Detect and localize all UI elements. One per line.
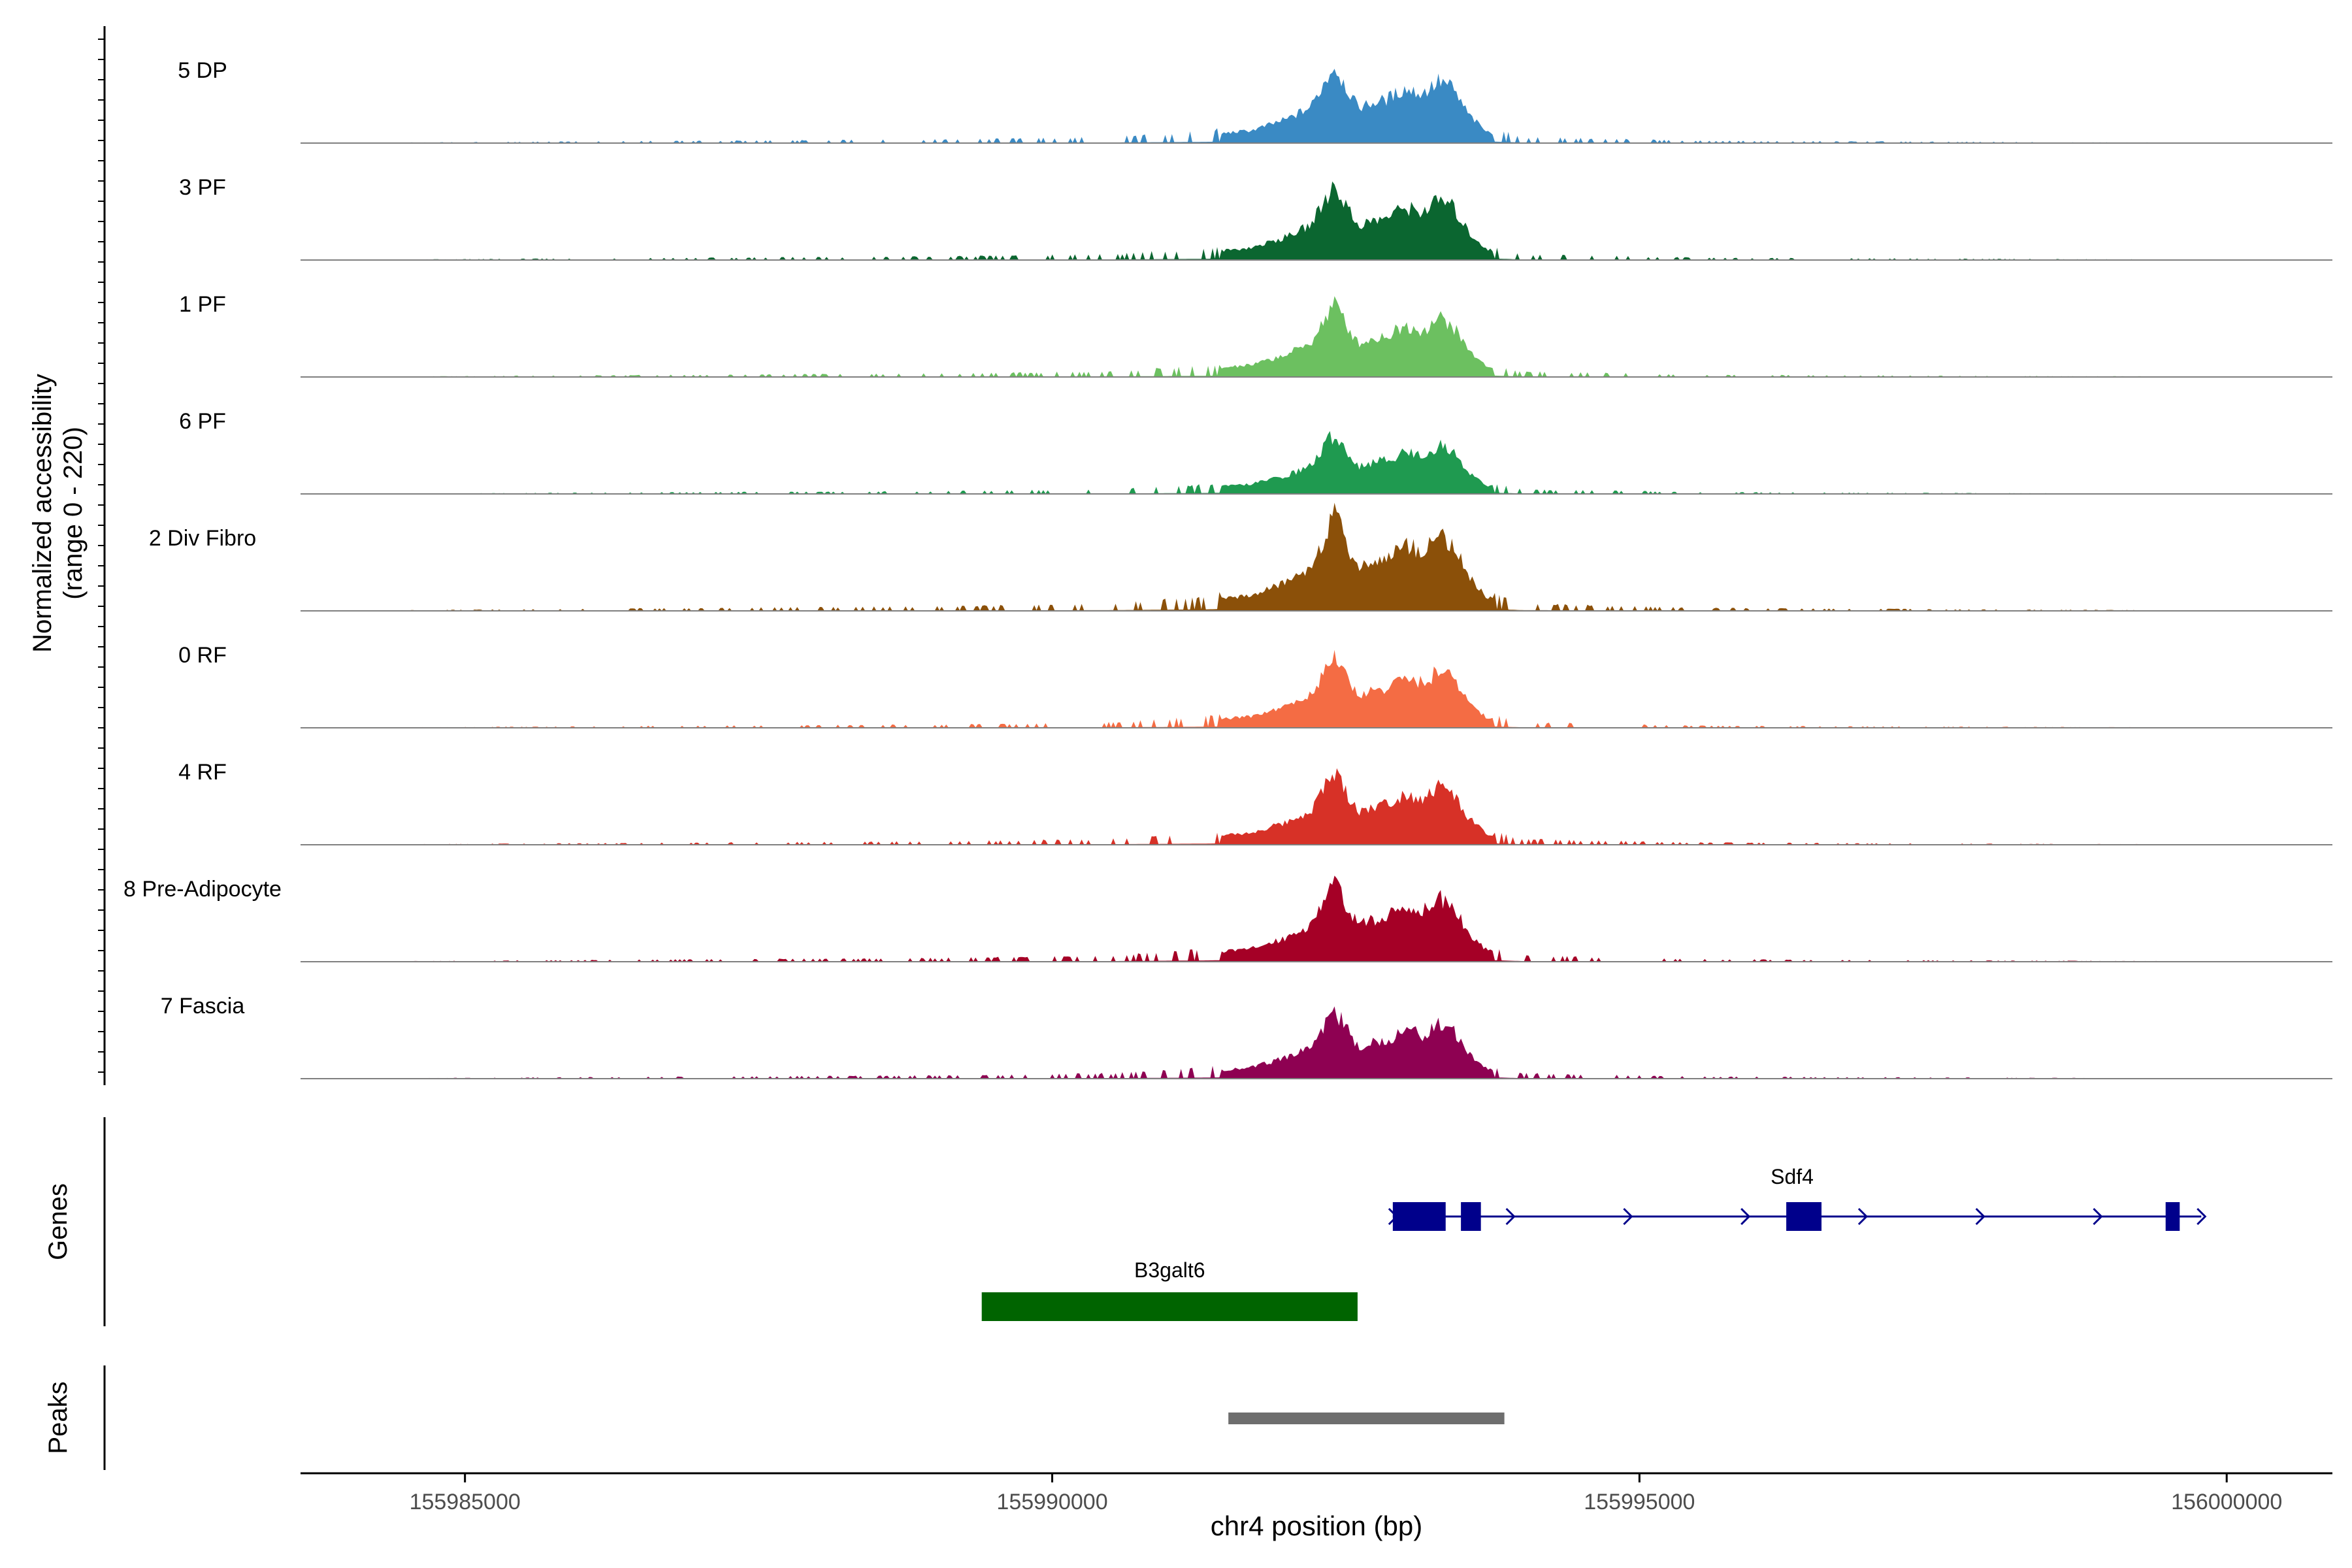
coverage-area (301, 431, 2332, 494)
x-tick-label: 156000000 (2171, 1490, 2282, 1514)
track: 3 PF (179, 175, 2332, 261)
strand-arrow (1857, 1207, 1869, 1226)
coverage-area (301, 502, 2332, 611)
strand-arrow (1740, 1207, 1751, 1226)
gene-label: Sdf4 (1771, 1165, 1814, 1188)
strand-arrow (1505, 1207, 1516, 1226)
y-axis-label: Normalized accessibility (range 0 - 220) (28, 374, 88, 653)
track: 8 Pre-Adipocyte (123, 875, 2332, 962)
strand-arrow (1623, 1207, 1633, 1226)
coverage-area (301, 69, 2332, 143)
gene-exon (1392, 1202, 1446, 1231)
coverage-area (301, 875, 2332, 962)
gene-sdf4: Sdf4 (1388, 1165, 2207, 1231)
coverage-area (301, 649, 2332, 728)
genes-track: Genes Sdf4 B3galt6 (44, 1117, 2207, 1326)
track: 2 Div Fibro (149, 502, 2332, 612)
track-label: 4 RF (178, 760, 227, 785)
track-label: 7 Fascia (161, 994, 245, 1019)
x-axis-title: chr4 position (bp) (1211, 1511, 1423, 1541)
track: 4 RF (178, 760, 2332, 845)
track: 1 PF (179, 292, 2332, 378)
gene-exon (1461, 1202, 1481, 1231)
peaks-track-label: Peaks (44, 1381, 73, 1454)
y-axis-title: Normalized accessibility (28, 374, 57, 653)
strand-arrow (1975, 1207, 1985, 1226)
gene-exon (1786, 1202, 1822, 1231)
x-tick-label: 155990000 (996, 1490, 1107, 1514)
gene-b3galt6: B3galt6 (981, 1258, 1358, 1321)
track-label: 5 DP (178, 58, 227, 83)
peaks-track: Peaks (44, 1365, 1505, 1470)
strand-arrow (2093, 1207, 2103, 1226)
track-label: 2 Div Fibro (149, 526, 256, 551)
track-label: 0 RF (178, 643, 227, 668)
x-axis: chr4 position (bp) 155985000 155990000 155… (301, 1472, 2332, 1541)
x-tick-label: 155995000 (1584, 1490, 1695, 1514)
gene-body (981, 1292, 1358, 1321)
coverage-area (301, 1006, 2332, 1079)
track-label: 6 PF (179, 409, 226, 434)
gene-exon (2165, 1202, 2180, 1231)
track: 7 Fascia (161, 994, 2332, 1079)
track-label: 8 Pre-Adipocyte (123, 877, 282, 902)
track: 0 RF (178, 643, 2332, 728)
y-axis-range: (range 0 - 220) (59, 427, 88, 600)
x-tick-label: 155985000 (410, 1490, 521, 1514)
track-label: 1 PF (179, 292, 226, 317)
coverage-tracks: 5 DP 3 PF 1 PF 6 PF 2 Div Fibro 0 RF 4 RF 8 Pre… (98, 26, 2332, 1085)
coverage-area (301, 181, 2332, 260)
gene-label: B3galt6 (1134, 1258, 1205, 1282)
genes-track-label: Genes (44, 1183, 73, 1260)
coverage-area (301, 296, 2332, 377)
track-label: 3 PF (179, 175, 226, 200)
strand-arrow (2197, 1207, 2207, 1226)
track: 6 PF (179, 409, 2332, 495)
peak-region (1228, 1413, 1505, 1424)
coverage-area (301, 768, 2332, 845)
track: 5 DP (178, 58, 2332, 144)
